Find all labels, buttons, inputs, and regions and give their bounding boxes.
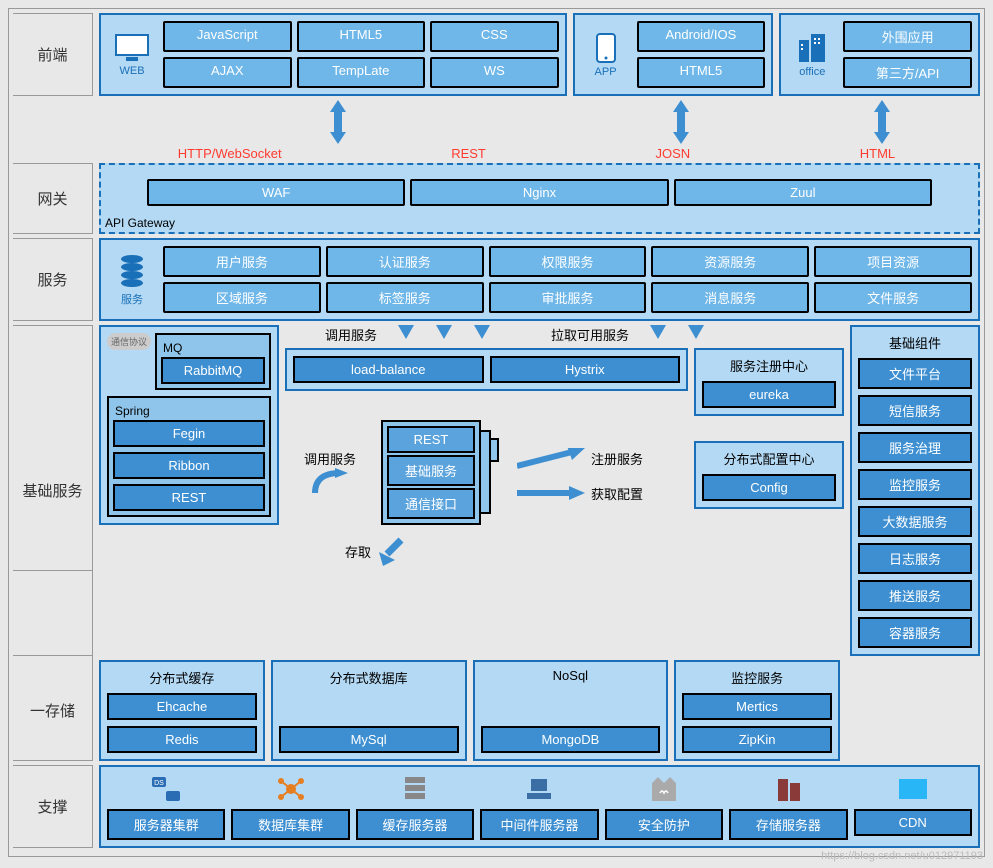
- tag: REST: [113, 484, 265, 511]
- tag: 用户服务: [163, 246, 321, 277]
- tag: MySql: [279, 726, 459, 753]
- tag: 审批服务: [489, 282, 647, 313]
- double-arrow-icon: [673, 100, 689, 144]
- support-item: 数据库集群: [231, 773, 349, 840]
- triangle-icon: [688, 325, 704, 339]
- row-label-support: 支撑: [13, 765, 93, 848]
- tag: TempLate: [297, 57, 426, 88]
- gateway-label: API Gateway: [105, 216, 175, 230]
- protocol-labels: HTTP/WebSocket REST JOSN HTML: [13, 144, 980, 163]
- panel-api-gateway: WAF Nginx Zuul API Gateway: [99, 163, 980, 234]
- panel-db: 分布式数据库 MySql: [271, 660, 467, 761]
- panel-app: APP Android/IOS HTML5: [573, 13, 774, 96]
- support-item: 中间件服务器: [480, 773, 598, 840]
- arrow-icon: [517, 448, 587, 470]
- tag: 文件平台: [858, 358, 972, 389]
- panel-cache: 分布式缓存 Ehcache Redis: [99, 660, 265, 761]
- tag: 消息服务: [651, 282, 809, 313]
- tag: 服务治理: [858, 432, 972, 463]
- svg-text:DS: DS: [154, 780, 164, 787]
- tag: Zuul: [674, 179, 932, 206]
- app-icon: APP: [581, 21, 631, 88]
- support-item: CDN: [854, 773, 972, 840]
- tag: load-balance: [293, 356, 484, 383]
- support-item: 安全防护: [605, 773, 723, 840]
- tag: 第三方/API: [843, 57, 972, 88]
- tag: Config: [702, 474, 836, 501]
- tag: 监控服务: [858, 469, 972, 500]
- panel-monitor: 监控服务 Mertics ZipKin: [674, 660, 840, 761]
- row-gateway: 网关 WAF Nginx Zuul API Gateway: [13, 163, 980, 234]
- arrow-row: [13, 100, 980, 144]
- curve-arrow-icon: [310, 468, 350, 498]
- tag: HTML5: [637, 57, 766, 88]
- tag: 认证服务: [326, 246, 484, 277]
- row-support: 支撑 DS 服务器集群 数据库集群 缓存服务器 中间件服务器 安全防护: [13, 765, 980, 848]
- mq-label: MQ: [161, 339, 265, 357]
- service-icon: 服务: [107, 246, 157, 313]
- panel-nosql: NoSql MongoDB: [473, 660, 669, 761]
- tag: 外围应用: [843, 21, 972, 52]
- panel-left: 通信协议 MQ RabbitMQ Spring Fegin Ribbon RES…: [99, 325, 279, 525]
- watermark: https://blog.csdn.net/u012971193: [821, 850, 983, 862]
- support-item: 存储服务器: [729, 773, 847, 840]
- triangle-icon: [398, 325, 414, 339]
- row-frontend: 前端 WEB JavaScript HTML5 CSS AJAX TempLat…: [13, 13, 980, 96]
- row-service: 服务 服务 用户服务 认证服务 权限服务 资源服务 项目资源 区域服务 标签服务…: [13, 238, 980, 321]
- web-icon: WEB: [107, 21, 157, 88]
- row-label-service: 服务: [13, 238, 93, 321]
- row-label-gateway: 网关: [13, 163, 93, 234]
- tag: Fegin: [113, 420, 265, 447]
- arrow-icon: [375, 534, 409, 568]
- tag: Mertics: [682, 693, 832, 720]
- tag: Ehcache: [107, 693, 257, 720]
- tag: 大数据服务: [858, 506, 972, 537]
- triangle-icon: [436, 325, 452, 339]
- triangle-icon: [474, 325, 490, 339]
- tag: 区域服务: [163, 282, 321, 313]
- tag: Hystrix: [490, 356, 681, 383]
- tag: 权限服务: [489, 246, 647, 277]
- tag: 项目资源: [814, 246, 972, 277]
- tag: JavaScript: [163, 21, 292, 52]
- tag: MongoDB: [481, 726, 661, 753]
- double-arrow-icon: [330, 100, 346, 144]
- tag: HTML5: [297, 21, 426, 52]
- tag: eureka: [702, 381, 836, 408]
- tag: CSS: [430, 21, 559, 52]
- stack-card: REST 基础服务 通信接口: [381, 420, 481, 525]
- tag: ZipKin: [682, 726, 832, 753]
- spring-label: Spring: [113, 402, 265, 420]
- tag: WS: [430, 57, 559, 88]
- support-item: 缓存服务器: [356, 773, 474, 840]
- triangle-icon: [650, 325, 666, 339]
- arrow-icon: [517, 485, 587, 501]
- double-arrow-icon: [874, 100, 890, 144]
- tag: WAF: [147, 179, 405, 206]
- panel-lb: load-balance Hystrix: [285, 348, 688, 391]
- panel-office: office 外围应用 第三方/API: [779, 13, 980, 96]
- tag: Ribbon: [113, 452, 265, 479]
- tag: AJAX: [163, 57, 292, 88]
- tag: 资源服务: [651, 246, 809, 277]
- panel-web: WEB JavaScript HTML5 CSS AJAX TempLate W…: [99, 13, 567, 96]
- tag: 文件服务: [814, 282, 972, 313]
- tag: 标签服务: [326, 282, 484, 313]
- tag: Nginx: [410, 179, 668, 206]
- office-icon: office: [787, 21, 837, 88]
- panel-registry: 服务注册中心 eureka: [694, 348, 844, 416]
- row-storage: 一存储 分布式缓存 Ehcache Redis 分布式数据库 MySql NoS…: [13, 570, 980, 761]
- row-label-storage: 一存储: [13, 570, 93, 761]
- support-item: DS 服务器集群: [107, 773, 225, 840]
- panel-support: DS 服务器集群 数据库集群 缓存服务器 中间件服务器 安全防护 存储服务: [99, 765, 980, 848]
- panel-config: 分布式配置中心 Config: [694, 441, 844, 509]
- tag: Redis: [107, 726, 257, 753]
- tag: 短信服务: [858, 395, 972, 426]
- row-label-frontend: 前端: [13, 13, 93, 96]
- panel-service: 服务 用户服务 认证服务 权限服务 资源服务 项目资源 区域服务 标签服务 审批…: [99, 238, 980, 321]
- cloud-icon: 通信协议: [107, 333, 151, 350]
- tag: RabbitMQ: [161, 357, 265, 384]
- tag: Android/IOS: [637, 21, 766, 52]
- architecture-diagram: 前端 WEB JavaScript HTML5 CSS AJAX TempLat…: [8, 8, 985, 857]
